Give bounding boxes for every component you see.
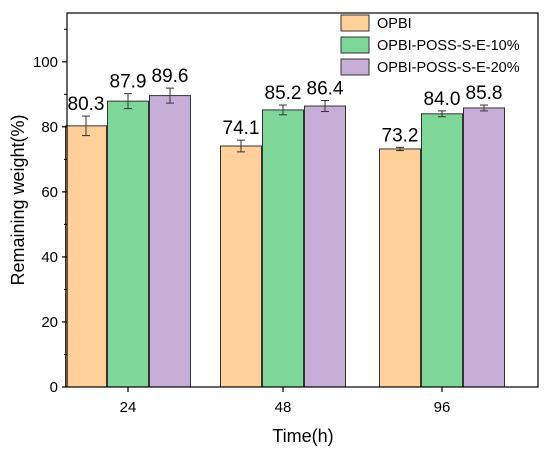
legend-swatch xyxy=(340,14,370,32)
x-axis-title: Time(h) xyxy=(272,426,333,446)
legend-label: OPBI-POSS-S-E-10% xyxy=(377,38,520,54)
bar-3-96 xyxy=(463,107,505,388)
data-label: 86.4 xyxy=(307,78,344,99)
bar-1-24 xyxy=(65,125,107,388)
bar-3-24 xyxy=(149,95,191,388)
bar-2-24 xyxy=(107,100,149,388)
x-axis: 24 48 96 xyxy=(120,387,451,416)
x-tick-label: 96 xyxy=(434,399,451,416)
bar-1-48 xyxy=(220,145,262,388)
y-tick-label: 20 xyxy=(41,314,58,331)
plot-frame xyxy=(66,12,539,388)
legend-swatch xyxy=(340,36,370,54)
legend: OPBI OPBI-POSS-S-E-10% OPBI-POSS-S-E-20% xyxy=(340,14,520,76)
data-label: 85.8 xyxy=(466,83,503,104)
legend-swatch xyxy=(340,58,370,76)
bar-2-96 xyxy=(421,113,463,388)
y-tick-label: 0 xyxy=(50,379,58,396)
data-label: 84.0 xyxy=(424,89,461,110)
data-label: 80.3 xyxy=(68,94,105,115)
error-bars-layer xyxy=(82,87,488,153)
data-label: 73.2 xyxy=(382,125,419,146)
y-tick-label: 100 xyxy=(33,54,58,71)
y-tick-label: 40 xyxy=(41,249,58,266)
bar-2-48 xyxy=(262,109,304,388)
data-labels-layer: 80.3 74.1 73.2 87.9 85.2 84.0 89.6 86.4 85.8 xyxy=(68,66,503,146)
y-axis-title: Remaining weight(%) xyxy=(8,114,28,285)
y-tick-label: 80 xyxy=(41,119,58,136)
data-label: 74.1 xyxy=(223,118,260,139)
legend-label: OPBI-POSS-S-E-20% xyxy=(377,60,520,76)
bar-1-96 xyxy=(379,148,421,388)
y-tick-label: 60 xyxy=(41,184,58,201)
data-label: 89.6 xyxy=(152,66,189,87)
data-label: 85.2 xyxy=(265,83,302,104)
data-label: 87.9 xyxy=(110,72,147,93)
y-axis: 0 20 40 60 80 100 xyxy=(33,28,67,396)
legend-label: OPBI xyxy=(377,16,412,32)
x-tick-label: 48 xyxy=(275,399,292,416)
x-tick-label: 24 xyxy=(120,399,137,416)
bar-3-48 xyxy=(304,105,346,388)
bars-layer xyxy=(65,95,505,388)
